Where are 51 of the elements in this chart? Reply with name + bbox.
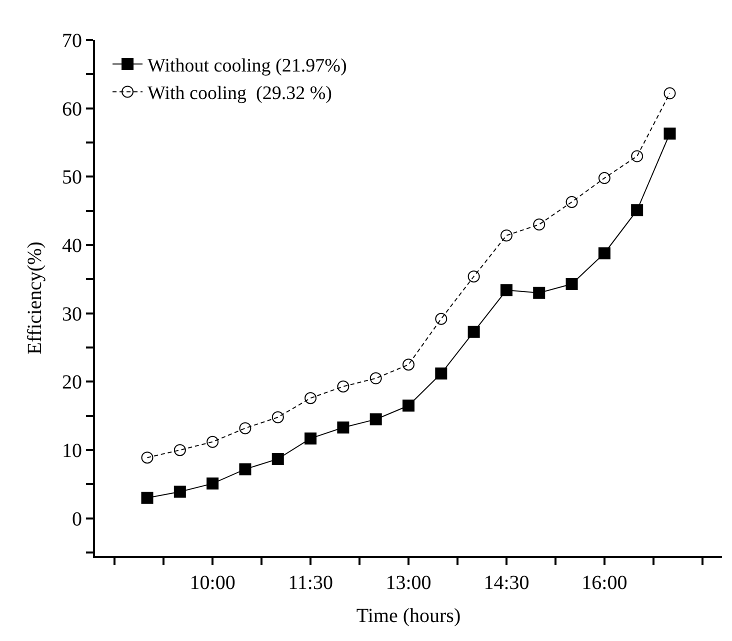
point	[337, 380, 350, 393]
point	[304, 392, 317, 404]
point	[533, 218, 546, 231]
point	[370, 413, 382, 426]
y-axis-title: Efficiency(%)	[24, 242, 46, 354]
point	[598, 172, 610, 184]
x-tick-label: 11:30	[288, 572, 333, 594]
point	[598, 247, 610, 260]
point	[239, 463, 252, 476]
point	[500, 229, 512, 242]
point	[664, 87, 676, 100]
y-tick-label: 60	[62, 98, 82, 120]
point	[468, 270, 480, 282]
legend-label: With cooling (29.32 %)	[148, 83, 332, 104]
x-tick-label: 16:00	[582, 572, 628, 594]
y-tick-label: 30	[62, 303, 82, 326]
point	[174, 486, 186, 498]
x-tick-label: 14:30	[484, 572, 530, 594]
point	[206, 436, 219, 448]
point	[533, 286, 546, 299]
y-tick-label: 40	[62, 235, 82, 258]
point	[402, 400, 414, 412]
point	[468, 326, 480, 338]
point	[435, 368, 448, 380]
point	[272, 411, 284, 424]
point	[141, 492, 154, 504]
point	[337, 422, 350, 434]
legend-label: Without cooling (21.97%)	[148, 55, 347, 76]
point	[402, 358, 414, 371]
point	[174, 444, 186, 456]
point	[435, 312, 448, 325]
point	[272, 452, 284, 465]
point	[566, 196, 578, 208]
point	[141, 452, 154, 464]
x-tick-label: 10:00	[190, 572, 236, 594]
y-tick-label: 70	[62, 30, 82, 52]
x-tick-label: 13:00	[386, 572, 432, 594]
point	[500, 284, 512, 296]
x-axis-title: Time (hours)	[356, 605, 461, 627]
point	[631, 150, 644, 162]
point	[664, 128, 676, 140]
point	[304, 432, 317, 444]
point	[631, 204, 644, 216]
y-tick-label: 0	[72, 508, 82, 530]
point	[239, 422, 252, 434]
point	[370, 372, 382, 384]
y-tick-label: 20	[62, 372, 82, 394]
y-tick-label: 10	[62, 440, 82, 462]
y-tick-label: 50	[62, 166, 82, 189]
point	[566, 278, 578, 290]
point	[206, 478, 219, 490]
